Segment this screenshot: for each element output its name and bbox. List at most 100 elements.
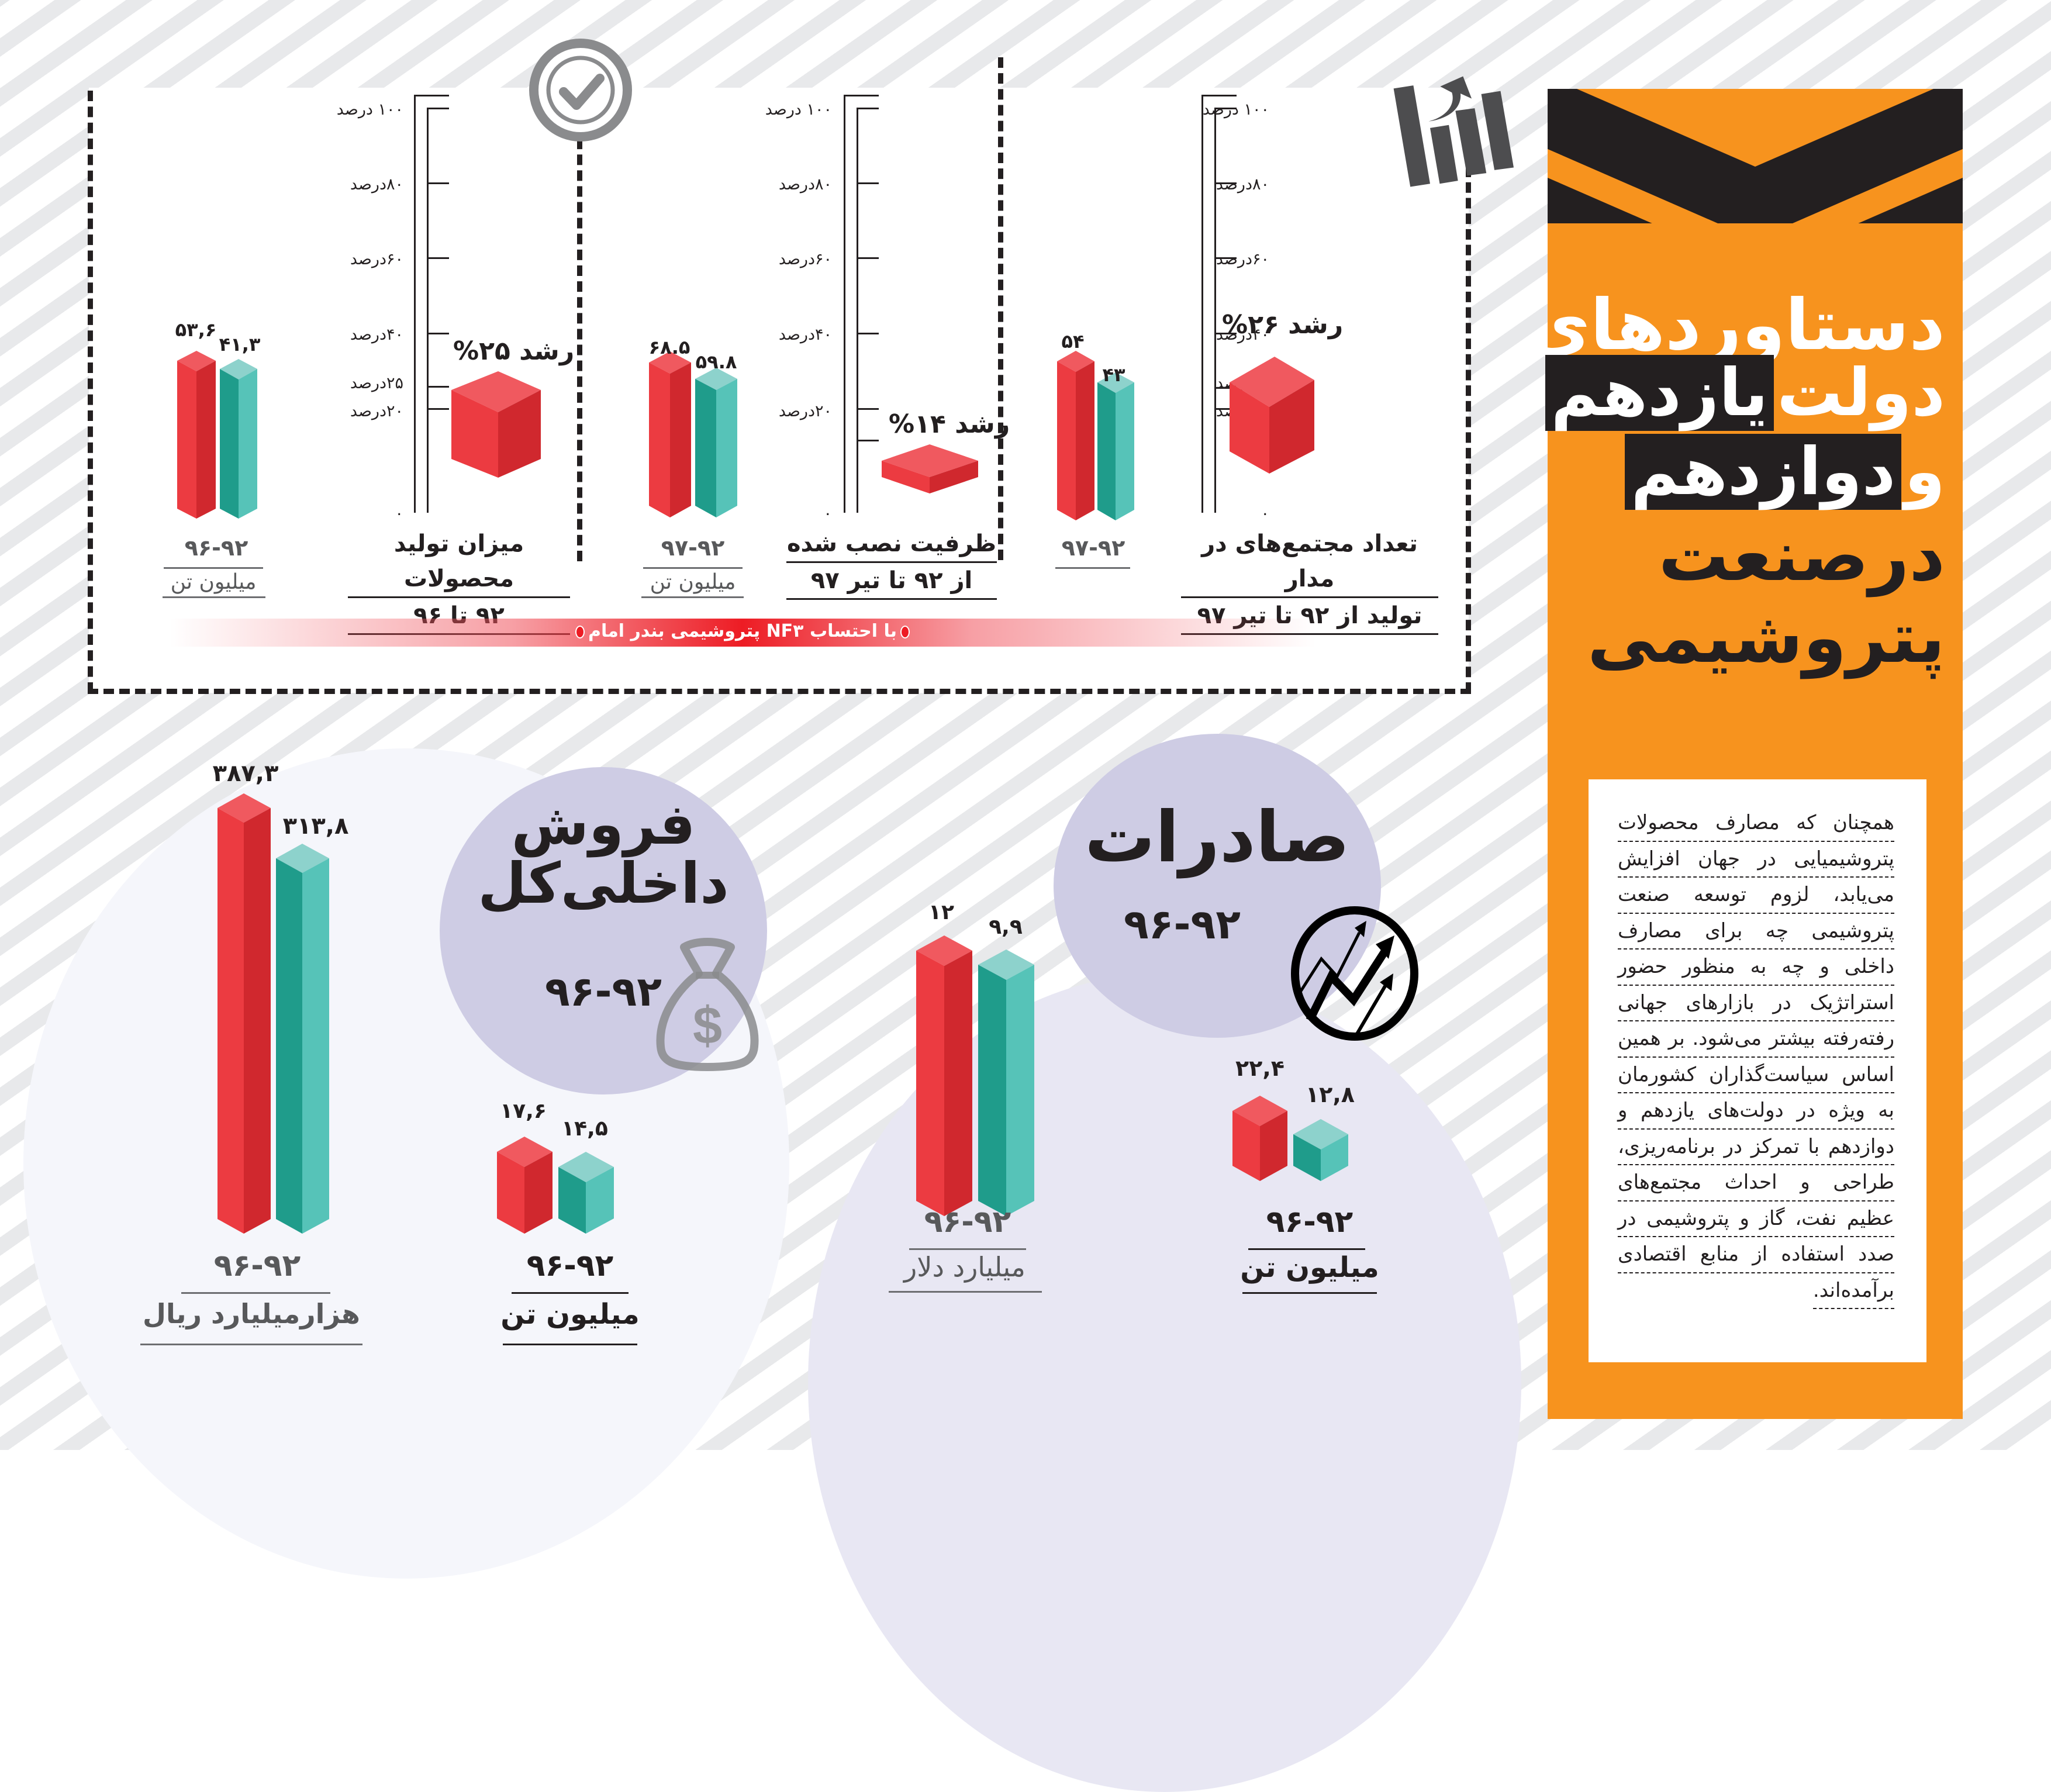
unit-label: میلیون تن (170, 570, 257, 594)
tick-20: ۲۰درصد (778, 402, 832, 420)
panel-border-bottom (88, 689, 1471, 694)
period-label: ۹۶-۹۲ (526, 1248, 614, 1283)
bar-value: ۲۲,۴ (1235, 1055, 1285, 1081)
tick-40: ۴۰درصد (778, 326, 832, 344)
bar-value: ۹,۹ (989, 915, 1023, 939)
underline (163, 596, 265, 598)
bar-value: ۱۴,۵ (561, 1117, 608, 1141)
divider-2 (577, 123, 582, 561)
unit-label: میلیون تن (650, 570, 736, 594)
tick-0: ۰ (1261, 505, 1269, 523)
tick-80: ۸۰درصد (350, 175, 403, 194)
tick-0: ۰ (395, 505, 403, 523)
chart-title: ظرفیت نصب شده از ۹۲ تا تیر ۹۷ (786, 526, 997, 600)
title-line-3: و دوازدهم (1625, 434, 1945, 510)
tick-100: ۱۰۰ درصد (336, 101, 403, 119)
period-label: ۹۶-۹۲ (924, 1204, 1011, 1239)
period-label: ۹۷-۹۲ (1061, 535, 1125, 561)
bar-chart-growth-icon (1393, 76, 1514, 187)
tick-60: ۶۰درصد (350, 250, 403, 268)
bar-value: ۳۱۳,۸ (282, 813, 349, 840)
tick-100: ۱۰۰ درصد (1202, 101, 1269, 119)
underline (164, 567, 263, 569)
period-label: ۹۶-۹۲ (184, 535, 248, 561)
title-line-5: پتروشیمی (1587, 598, 1945, 679)
growth-label: رشد ۲۵% (453, 336, 575, 366)
underline (889, 1291, 1042, 1293)
tick-0: ۰ (823, 505, 832, 523)
bar-pair-ton-exports (1232, 1096, 1348, 1181)
bar-value: ۱۷,۶ (500, 1099, 547, 1123)
tick-25: ۲۵درصد (350, 374, 403, 392)
bar-value: ۱۲ (928, 900, 954, 924)
unit-label: میلیون تن (1240, 1251, 1379, 1284)
growth-label: رشد ۲۶% (1222, 310, 1344, 340)
tick-100: ۱۰۰ درصد (765, 101, 832, 119)
tick-40: ۴۰درصد (1216, 326, 1269, 344)
underline (503, 1344, 637, 1345)
bar-pair (177, 351, 257, 519)
bullet-dot (575, 625, 585, 638)
bar-value: ۵۹.۸ (695, 351, 737, 373)
tick-20: ۲۰درصد (350, 402, 403, 420)
bar-value: ۶۸.۵ (648, 336, 690, 358)
bar-value: ۵۳,۶ (175, 319, 217, 341)
underline (140, 1344, 362, 1345)
underline (1248, 1248, 1365, 1250)
money-bag-icon: $ (656, 938, 759, 1071)
checkmark-circle-icon (529, 39, 632, 141)
tick-60: ۶۰درصد (1216, 250, 1269, 268)
underline (909, 1248, 1026, 1250)
period-label: ۹۶-۹۲ (1266, 1204, 1353, 1239)
tick-40: ۴۰درصد (350, 326, 403, 344)
bar-pair-ton-domestic (497, 1137, 614, 1234)
growth-cube (451, 371, 541, 478)
footnote-text: با احتساب NF۳ پتروشیمی بندر امام (588, 621, 897, 641)
bar-pair-dollar (916, 935, 1034, 1216)
divider-1 (998, 57, 1003, 560)
underline (1055, 567, 1130, 569)
highlight-yazdahom: یازدهم (1545, 355, 1774, 431)
bar-pair (1057, 351, 1134, 520)
panel-border-right (1466, 167, 1471, 693)
title-line-1: دستاوردهای (1525, 285, 1945, 366)
title-line-4: درصنعت (1658, 516, 1945, 597)
trend-arrows-icon (1291, 906, 1418, 1041)
growth-cube (882, 444, 978, 493)
title-line-2: دولت یازدهم (1545, 355, 1945, 431)
bar-value: ۵۴ (1061, 330, 1085, 353)
growth-label: رشد ۱۴% (889, 409, 1010, 439)
unit-label: میلیارد دلار (904, 1251, 1026, 1283)
bar-pair (649, 351, 737, 517)
growth-cube (1230, 357, 1314, 474)
bar-value: ۱۲,۸ (1305, 1082, 1355, 1107)
domestic-sales-period: ۹۶-۹۲ (545, 968, 662, 1016)
chevron-decoration (1548, 89, 1963, 223)
bullet-dot (900, 625, 910, 638)
panel-border-left (88, 91, 93, 693)
intro-box: همچنان که مصارف محصولات پتروشیمیایی در ج… (1589, 779, 1926, 1362)
underline (643, 567, 743, 569)
domestic-sales-bubble (440, 767, 767, 1094)
bar-pair-rial (217, 793, 329, 1234)
underline (181, 1292, 330, 1294)
intro-text: همچنان که مصارف محصولات پتروشیمیایی در ج… (1618, 806, 1894, 1309)
underline (641, 596, 744, 598)
period-label: ۹۶-۹۲ (213, 1248, 301, 1283)
exports-title: صادرات (1085, 797, 1350, 878)
period-label: ۹۷-۹۲ (661, 535, 725, 561)
title-panel: دستاوردهای دولت یازدهم و دوازدهم درصنعت … (1526, 89, 1963, 1419)
underline (512, 1292, 629, 1294)
bar-value: ۴۱,۳ (219, 333, 261, 355)
unit-label: میلیون تن (500, 1298, 640, 1331)
footnote-ribbon: با احتساب NF۳ پتروشیمی بندر امام (170, 619, 1315, 647)
highlight-davazdahom: دوازدهم (1625, 434, 1902, 510)
exports-period: ۹۶-۹۲ (1124, 900, 1241, 948)
underline (1242, 1292, 1377, 1294)
tick-80: ۸۰درصد (1216, 175, 1269, 194)
domestic-sales-title: فروش داخلی‌کل (478, 792, 729, 916)
tick-60: ۶۰درصد (778, 250, 832, 268)
bar-value: ۴۳ (1102, 364, 1125, 386)
svg-text:$: $ (693, 997, 722, 1055)
tick-80: ۸۰درصد (778, 175, 832, 194)
